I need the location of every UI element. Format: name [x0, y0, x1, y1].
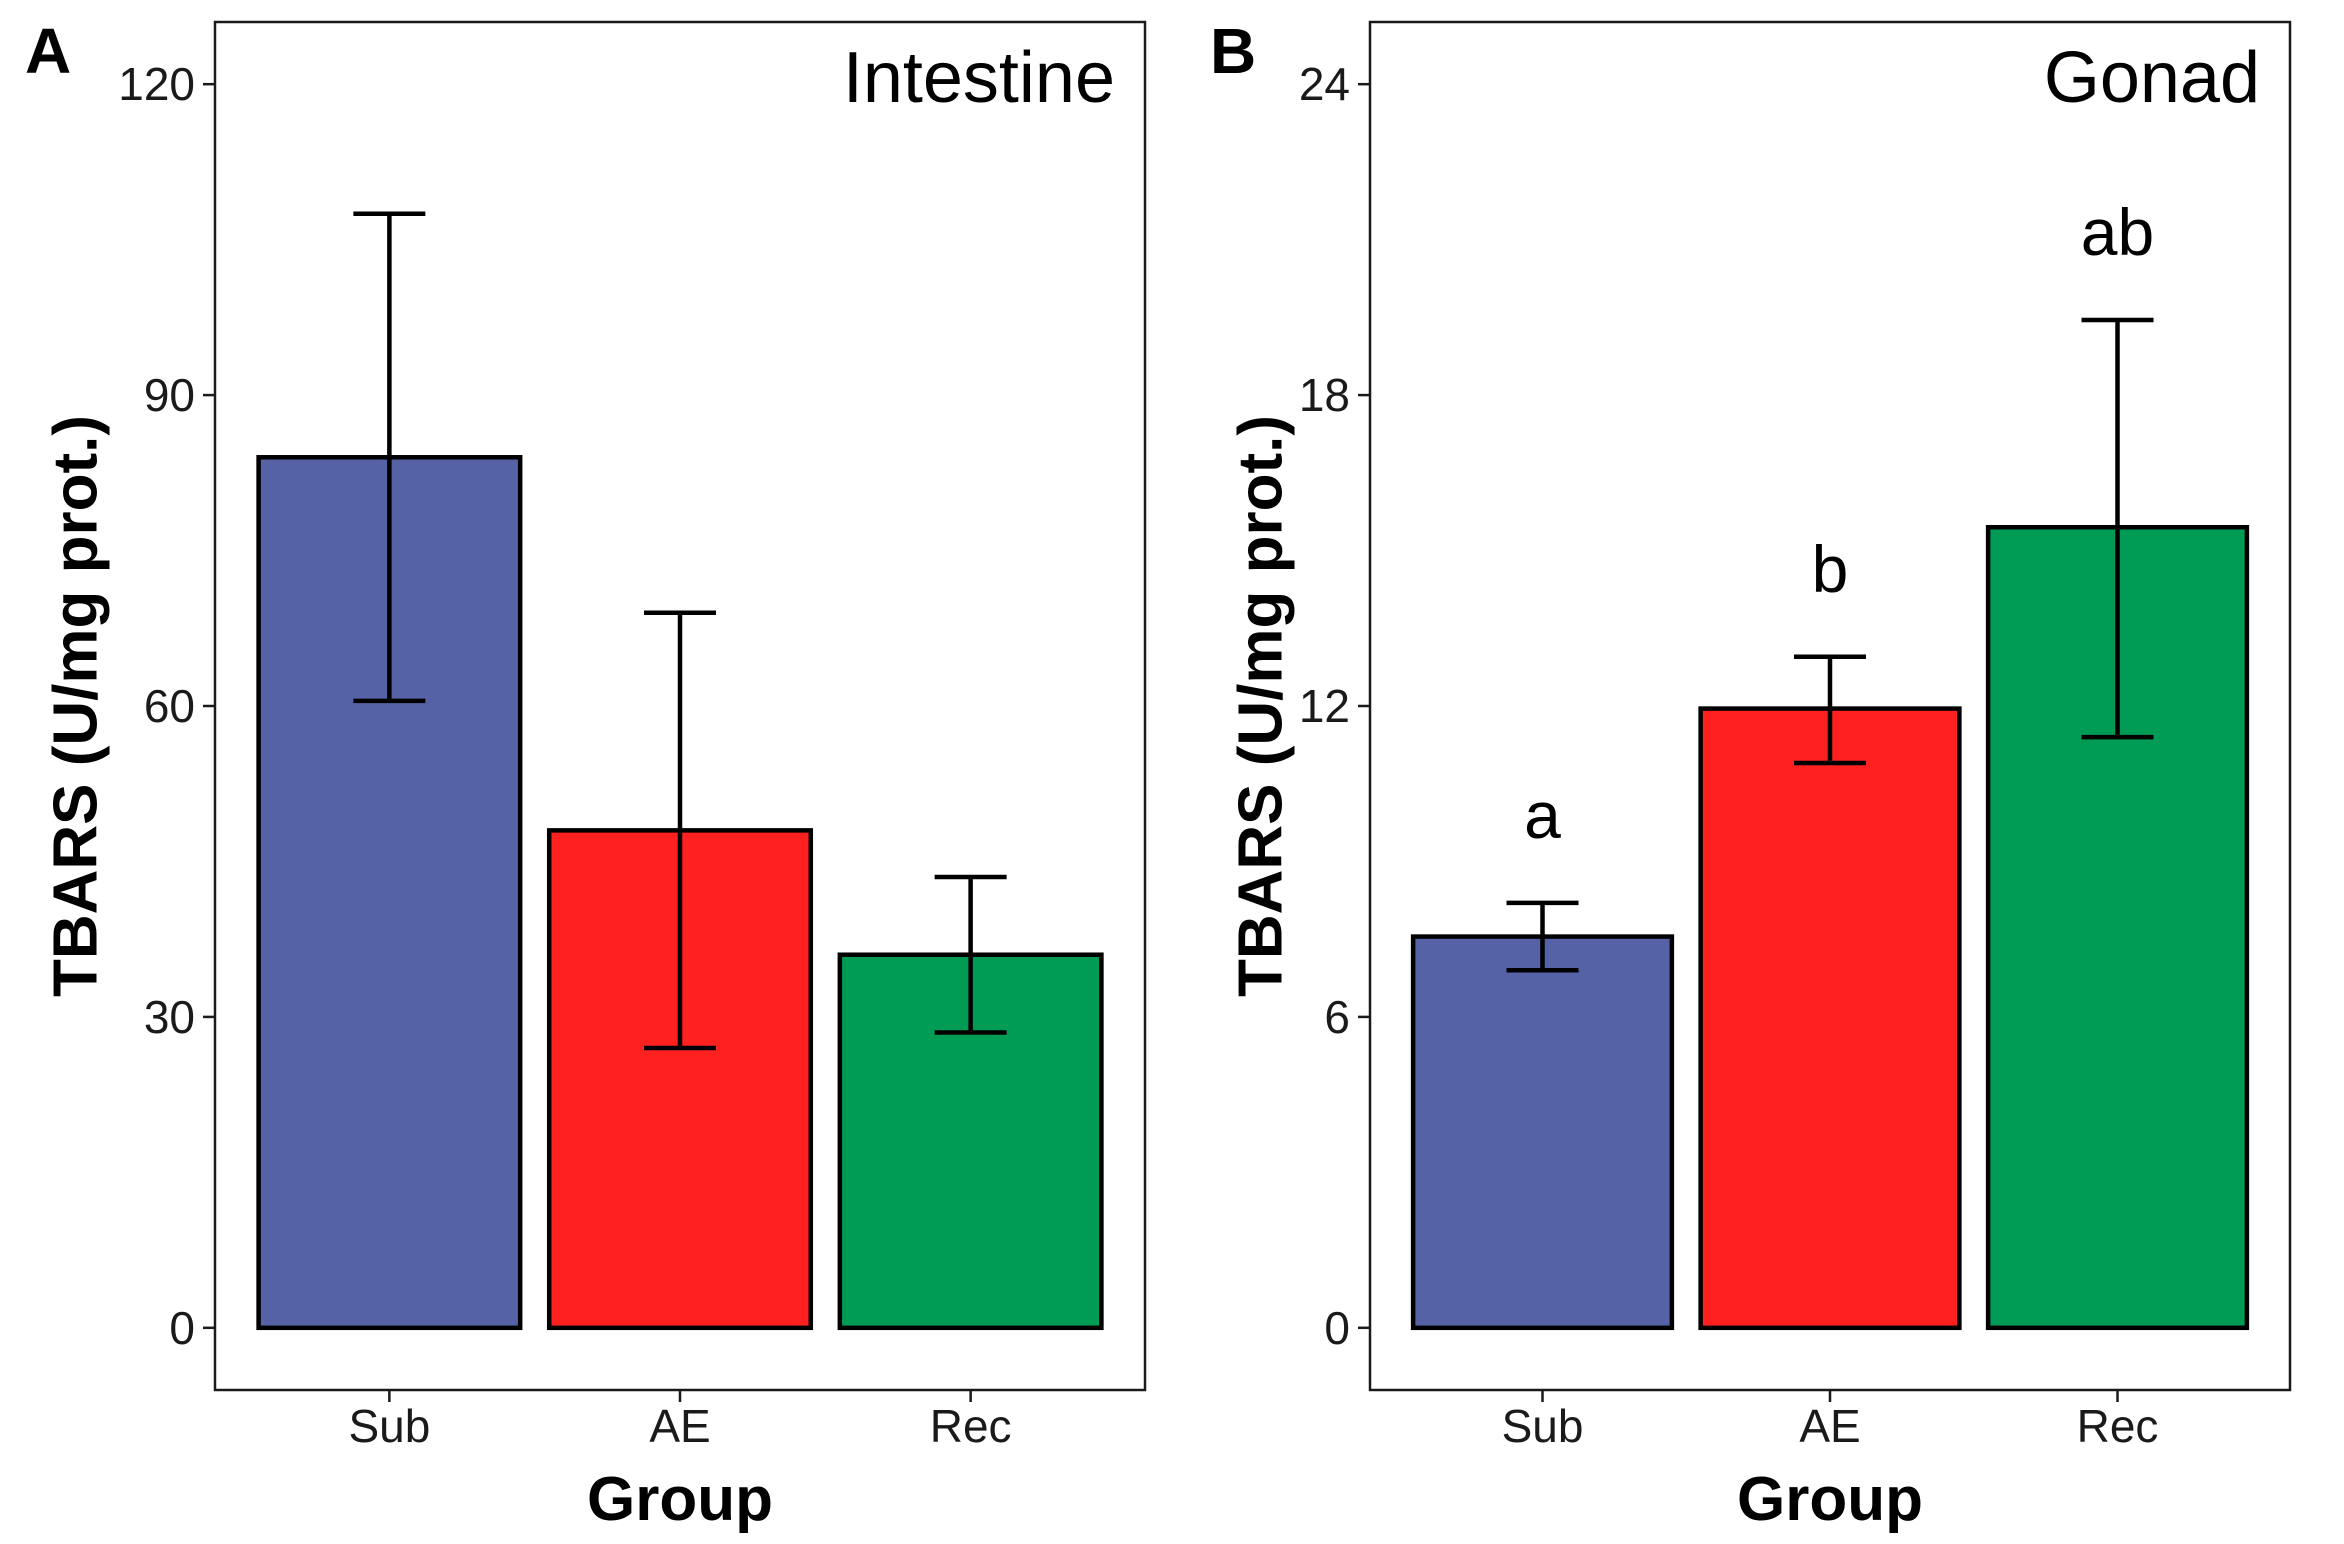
- chart-title: Gonad: [2044, 38, 2260, 118]
- y-tick-label: 30: [144, 991, 195, 1043]
- chart-title: Intestine: [843, 38, 1115, 118]
- y-tick-label: 18: [1299, 369, 1350, 421]
- bar-sub: [256, 455, 523, 1331]
- y-axis-title: TBARS (U/mg prot.): [1227, 415, 1296, 997]
- panel-label: A: [25, 15, 71, 87]
- y-tick-label: 24: [1299, 58, 1350, 110]
- x-axis-title: Group: [587, 1465, 773, 1534]
- x-axis-title: Group: [1737, 1465, 1923, 1534]
- y-tick-label: 6: [1324, 991, 1350, 1043]
- y-tick-label: 0: [169, 1302, 195, 1354]
- significance-label: a: [1524, 778, 1561, 852]
- x-tick-label: Sub: [348, 1400, 430, 1452]
- y-tick-label: 120: [118, 58, 195, 110]
- x-tick-label: Rec: [2077, 1400, 2159, 1452]
- panel-b: B Gonad 0 6 12 18 24 TBARS (U/mg prot.) Group Sub…: [1210, 15, 2292, 1534]
- x-tick-label: AE: [1799, 1400, 1860, 1452]
- x-tick-label: Sub: [1502, 1400, 1584, 1452]
- significance-label: b: [1812, 532, 1849, 606]
- y-tick-label: 12: [1299, 680, 1350, 732]
- bar-sub: [1410, 934, 1675, 1331]
- x-tick-label: AE: [649, 1400, 710, 1452]
- y-tick-label: 90: [144, 369, 195, 421]
- bar-ae: [1698, 706, 1962, 1331]
- x-tick-label: Rec: [930, 1400, 1012, 1452]
- significance-label: ab: [2081, 195, 2154, 269]
- y-tick-label: 60: [144, 680, 195, 732]
- panel-label: B: [1210, 15, 1256, 87]
- y-tick-label: 0: [1324, 1302, 1350, 1354]
- y-axis-title: TBARS (U/mg prot.): [42, 415, 111, 997]
- panel-a: A Intestine 0 30 60 90 120 TBARS (U/mg prot.) Gr…: [25, 15, 1147, 1534]
